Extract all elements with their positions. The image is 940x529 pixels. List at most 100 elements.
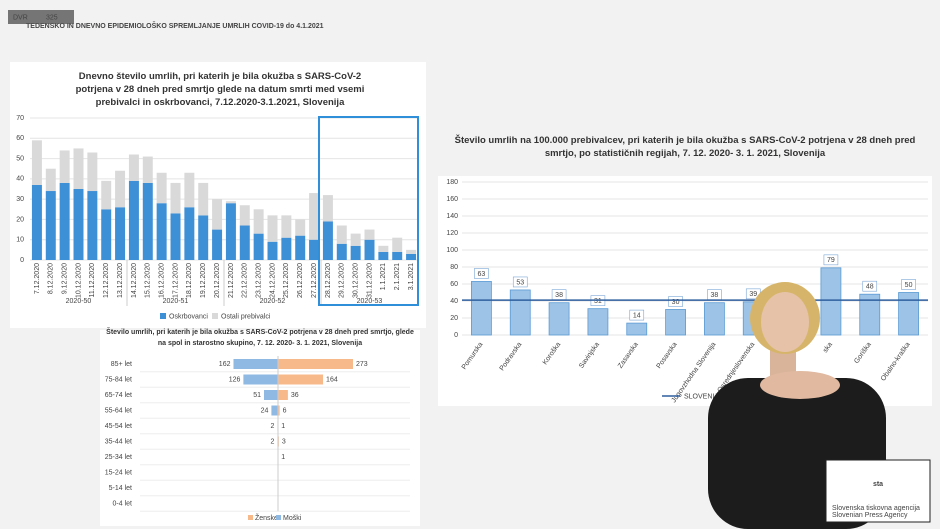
group-label: 2020-51 (163, 298, 189, 305)
bar-segment (170, 182, 181, 214)
bar-segment (406, 249, 417, 254)
y-tick-label: 160 (446, 196, 458, 203)
bar-segment (73, 148, 84, 189)
bar (665, 309, 686, 336)
value-label: 3 (282, 438, 286, 445)
value-label: 38 (711, 292, 719, 299)
bar-segment (392, 237, 403, 252)
bar-segment (225, 203, 236, 260)
bar (704, 302, 725, 336)
bar-segment (322, 195, 333, 222)
bar (243, 374, 278, 385)
x-tick-label: 21.12.2020 (228, 263, 235, 298)
legend-swatch (160, 313, 166, 319)
x-tick-label: 8.12.2020 (48, 263, 55, 294)
y-tick-label: 0-4 let (113, 500, 133, 507)
x-tick-label: 14.12.2020 (131, 263, 138, 298)
bar-segment (59, 182, 70, 260)
bar-segment (350, 233, 361, 246)
logo-name: sta (873, 481, 883, 488)
legend-swatch (276, 515, 281, 520)
bar-segment (364, 239, 375, 260)
badge: DVR (13, 14, 28, 21)
value-label: 14 (633, 312, 641, 319)
bar-segment (45, 191, 56, 260)
value-label: 48 (866, 284, 874, 291)
value-label-box (512, 276, 528, 288)
value-label: 1 (281, 423, 285, 430)
value-label-box (862, 280, 878, 292)
value-label: 31 (594, 298, 602, 305)
x-tick-label: 10.12.2020 (75, 263, 82, 298)
bar-segment (406, 253, 417, 260)
value-label: 53 (516, 279, 524, 286)
bar (263, 390, 278, 400)
y-tick-label: 0 (454, 332, 458, 339)
interpreter-face (761, 292, 809, 352)
bar-segment (378, 245, 389, 252)
y-tick-label: 65-74 let (105, 392, 132, 399)
bar-segment (115, 170, 126, 208)
bar (509, 289, 531, 336)
value-label: 39 (749, 291, 757, 298)
x-tick-label: 17.12.2020 (172, 263, 179, 298)
group-label: 2020-52 (260, 298, 286, 305)
bar-segment (59, 150, 70, 183)
bar (820, 267, 842, 336)
bar-segment (73, 189, 84, 260)
bar-segment (87, 191, 98, 260)
bar (548, 302, 570, 336)
bar-segment (212, 229, 223, 260)
y-tick-label: 55-64 let (105, 407, 132, 414)
viewers: 325 (46, 14, 58, 21)
x-tick-label: 26.12.2020 (297, 263, 304, 298)
bar-segment (184, 172, 195, 208)
logo-line: Slovenska tiskovna agencija (832, 505, 920, 512)
bar-segment (253, 233, 264, 260)
bar (587, 308, 609, 336)
bar-segment (142, 156, 153, 183)
x-tick-label: 1.1.2021 (380, 263, 387, 290)
bar-segment (101, 209, 112, 260)
legend-swatch (248, 515, 253, 520)
legend-label: Oskrbovanci (169, 313, 208, 320)
y-tick-label: 80 (450, 264, 458, 271)
bar-segment (336, 225, 347, 244)
bar (278, 374, 324, 385)
value-label: 6 (283, 407, 287, 414)
bar-segment (128, 180, 139, 260)
bar-segment (322, 221, 333, 260)
value-label: 273 (356, 361, 368, 368)
bar-segment (45, 168, 56, 192)
bar-segment (31, 140, 42, 185)
value-label: 38 (555, 292, 563, 299)
x-tick-label: 15.12.2020 (145, 263, 152, 298)
bar (626, 322, 648, 336)
x-tick-label: 22.12.2020 (242, 263, 249, 298)
value-label: 36 (291, 392, 299, 399)
x-tick-label: 11.12.2020 (89, 263, 96, 298)
y-tick-label: 180 (446, 179, 458, 186)
value-label-box (901, 279, 916, 290)
value-label: 164 (326, 376, 338, 383)
x-tick-label: 18.12.2020 (186, 263, 193, 298)
y-tick-label: 60 (16, 135, 24, 142)
bar (898, 292, 919, 336)
value-label: 79 (827, 257, 835, 264)
y-tick-label: 10 (16, 237, 24, 244)
legend-label: Moški (283, 515, 302, 522)
legend-label: SLOVENIJA (684, 393, 723, 400)
y-tick-label: 50 (16, 155, 24, 162)
y-tick-label: 30 (16, 196, 24, 203)
bar-segment (87, 152, 98, 192)
y-tick-label: 35-44 let (105, 438, 132, 445)
x-tick-label: 23.12.2020 (255, 263, 262, 298)
legend-label: Ženske (255, 513, 278, 522)
logo-line: Slovenian Press Agency (832, 512, 908, 519)
value-label: 2 (271, 438, 275, 445)
bar-segment (198, 215, 209, 260)
value-label-box (629, 309, 645, 321)
value-label: 126 (229, 376, 241, 383)
bar-segment (142, 182, 153, 260)
